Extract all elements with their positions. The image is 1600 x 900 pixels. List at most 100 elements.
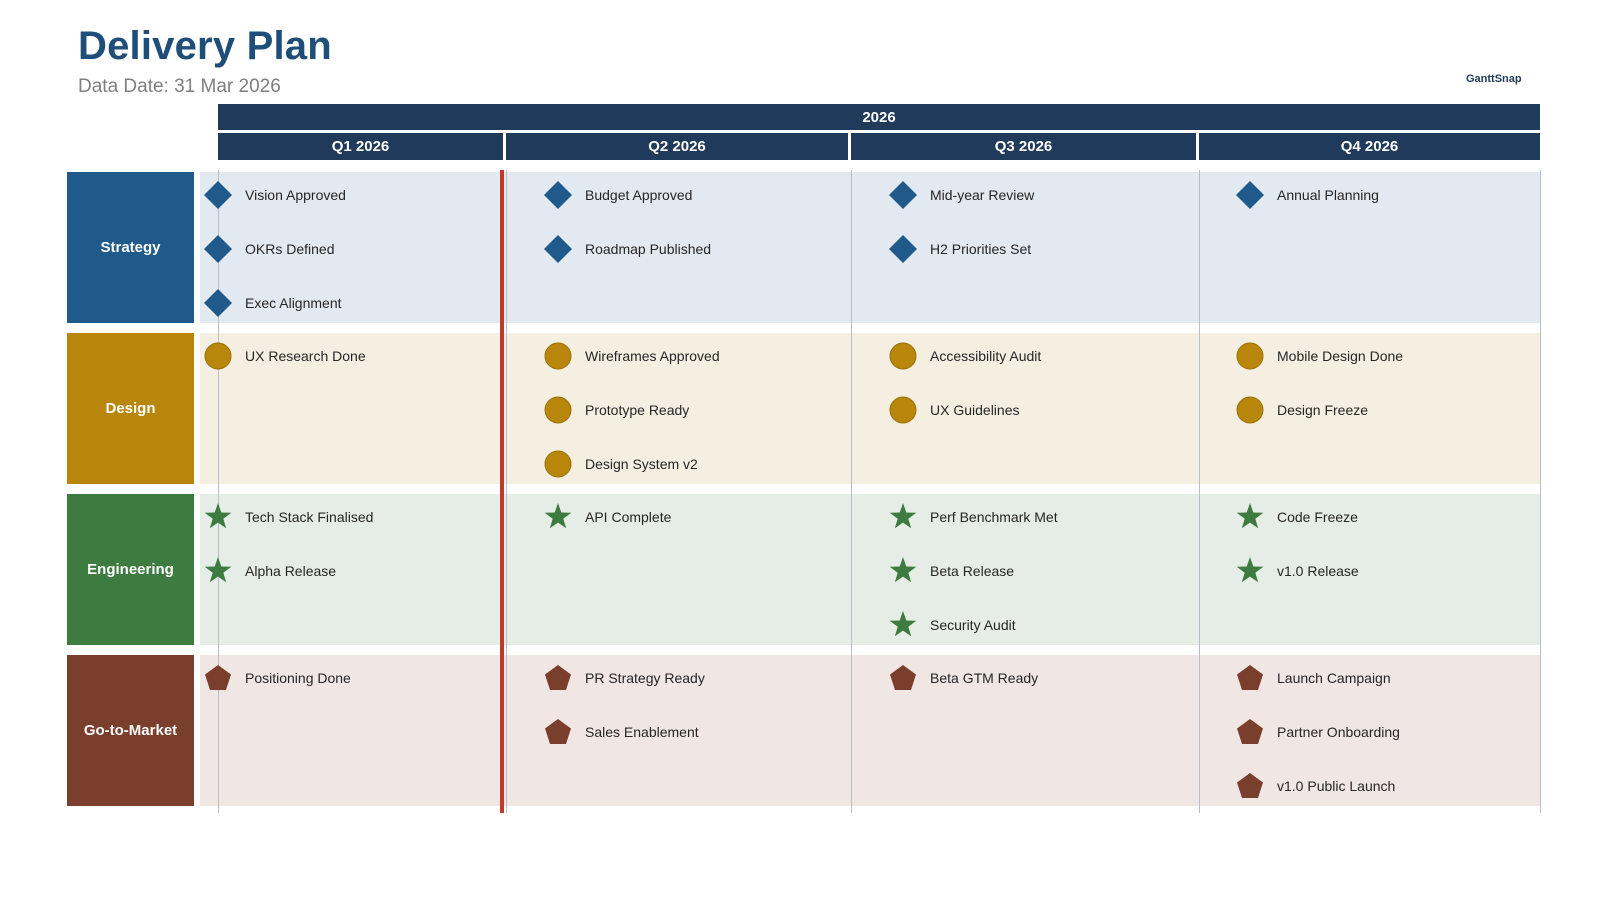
milestone-label: Beta Release	[930, 563, 1015, 579]
milestone-label: Security Audit	[930, 617, 1016, 633]
milestone-label: Wireframes Approved	[585, 348, 720, 364]
lane-label-strategy: Strategy	[67, 172, 194, 323]
milestone-label: Mid-year Review	[930, 187, 1035, 203]
milestone-label: Design Freeze	[1277, 402, 1369, 418]
milestone[interactable]: PR Strategy Ready	[543, 663, 705, 693]
milestone[interactable]: UX Research Done	[203, 341, 366, 371]
circle-icon	[1235, 395, 1265, 425]
lane-label-go-to-market: Go-to-Market	[67, 655, 194, 806]
milestone-label: Sales Enablement	[585, 724, 699, 740]
milestone-label: v1.0 Release	[1277, 563, 1359, 579]
milestone[interactable]: Design Freeze	[1235, 395, 1368, 425]
diamond-icon	[203, 234, 233, 264]
milestone-label: OKRs Defined	[245, 241, 335, 257]
lane-band-go-to-market	[200, 655, 1540, 806]
milestone[interactable]: Annual Planning	[1235, 180, 1379, 210]
star-icon	[203, 556, 233, 586]
milestone[interactable]: API Complete	[543, 502, 671, 532]
brand-logo: GanttSnap	[1466, 73, 1522, 85]
milestone-label: PR Strategy Ready	[585, 670, 705, 686]
year-header: 2026	[218, 104, 1540, 130]
diamond-icon	[543, 234, 573, 264]
star-icon	[888, 610, 918, 640]
milestone[interactable]: Security Audit	[888, 610, 1016, 640]
star-icon	[1235, 502, 1265, 532]
milestone[interactable]: H2 Priorities Set	[888, 234, 1031, 264]
milestone[interactable]: Roadmap Published	[543, 234, 711, 264]
gridline-q1-start	[218, 170, 219, 813]
star-icon	[888, 556, 918, 586]
milestone[interactable]: Vision Approved	[203, 180, 346, 210]
milestone-label: Budget Approved	[585, 187, 693, 203]
milestone[interactable]: Mid-year Review	[888, 180, 1034, 210]
milestone[interactable]: Design System v2	[543, 449, 698, 479]
milestone-label: Code Freeze	[1277, 509, 1358, 525]
milestone[interactable]: UX Guidelines	[888, 395, 1020, 425]
milestone-label: Beta GTM Ready	[930, 670, 1039, 686]
milestone-label: v1.0 Public Launch	[1277, 778, 1396, 794]
milestone-label: H2 Priorities Set	[930, 241, 1032, 257]
milestone[interactable]: Partner Onboarding	[1235, 717, 1400, 747]
star-icon	[203, 502, 233, 532]
milestone-label: Perf Benchmark Met	[930, 509, 1058, 525]
milestone[interactable]: Sales Enablement	[543, 717, 699, 747]
milestone-label: Vision Approved	[245, 187, 346, 203]
milestone[interactable]: Perf Benchmark Met	[888, 502, 1058, 532]
circle-icon	[888, 395, 918, 425]
milestone[interactable]: v1.0 Public Launch	[1235, 771, 1395, 801]
gridline-end	[1540, 170, 1541, 813]
circle-icon	[203, 341, 233, 371]
data-date: Data Date: 31 Mar 2026	[78, 76, 281, 97]
circle-icon	[1235, 341, 1265, 371]
lane-band-strategy	[200, 172, 1540, 323]
milestone[interactable]: Accessibility Audit	[888, 341, 1041, 371]
page-title: Delivery Plan	[78, 24, 332, 68]
pentagon-icon	[203, 663, 233, 693]
lane-band-design	[200, 333, 1540, 484]
circle-icon	[543, 341, 573, 371]
milestone[interactable]: Launch Campaign	[1235, 663, 1391, 693]
milestone[interactable]: Exec Alignment	[203, 288, 342, 318]
milestone[interactable]: OKRs Defined	[203, 234, 334, 264]
milestone-label: Design System v2	[585, 456, 698, 472]
pentagon-icon	[543, 663, 573, 693]
diamond-icon	[888, 180, 918, 210]
milestone[interactable]: Wireframes Approved	[543, 341, 720, 371]
milestone[interactable]: Beta Release	[888, 556, 1014, 586]
lane-label-engineering: Engineering	[67, 494, 194, 645]
milestone-label: Prototype Ready	[585, 402, 690, 418]
pentagon-icon	[1235, 717, 1265, 747]
pentagon-icon	[888, 663, 918, 693]
milestone[interactable]: Alpha Release	[203, 556, 336, 586]
milestone[interactable]: Positioning Done	[203, 663, 351, 693]
milestone-label: Roadmap Published	[585, 241, 712, 257]
milestone-label: API Complete	[585, 509, 672, 525]
diamond-icon	[888, 234, 918, 264]
quarter-header-q3: Q3 2026	[851, 133, 1196, 160]
gridline-q4-start	[1199, 170, 1200, 813]
milestone[interactable]: v1.0 Release	[1235, 556, 1359, 586]
today-marker-line	[500, 170, 504, 813]
pentagon-icon	[543, 717, 573, 747]
milestone[interactable]: Code Freeze	[1235, 502, 1358, 532]
milestone[interactable]: Beta GTM Ready	[888, 663, 1038, 693]
circle-icon	[543, 449, 573, 479]
diamond-icon	[203, 180, 233, 210]
milestone-label: Exec Alignment	[245, 295, 342, 311]
quarter-header-q2: Q2 2026	[506, 133, 848, 160]
star-icon	[888, 502, 918, 532]
milestone-label: Accessibility Audit	[930, 348, 1042, 364]
milestone-label: UX Guidelines	[930, 402, 1020, 418]
pentagon-icon	[1235, 771, 1265, 801]
star-icon	[1235, 556, 1265, 586]
circle-icon	[888, 341, 918, 371]
milestone-label: Launch Campaign	[1277, 670, 1391, 686]
diamond-icon	[1235, 180, 1265, 210]
milestone[interactable]: Mobile Design Done	[1235, 341, 1403, 371]
star-icon	[543, 502, 573, 532]
milestone[interactable]: Prototype Ready	[543, 395, 689, 425]
milestone[interactable]: Budget Approved	[543, 180, 692, 210]
quarter-header-q4: Q4 2026	[1199, 133, 1540, 160]
milestone[interactable]: Tech Stack Finalised	[203, 502, 373, 532]
diamond-icon	[203, 288, 233, 318]
